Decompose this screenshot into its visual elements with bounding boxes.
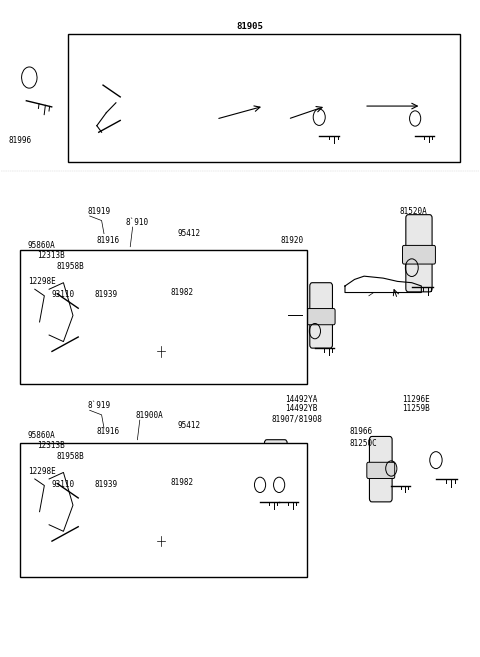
Text: 81966: 81966 <box>350 428 373 436</box>
Text: 81900A: 81900A <box>135 411 163 420</box>
Circle shape <box>174 318 182 328</box>
Text: 81982: 81982 <box>171 478 194 487</box>
FancyBboxPatch shape <box>264 440 287 505</box>
FancyBboxPatch shape <box>403 246 435 264</box>
FancyBboxPatch shape <box>406 215 432 292</box>
Circle shape <box>88 318 96 328</box>
FancyBboxPatch shape <box>407 96 436 112</box>
Text: 11296E: 11296E <box>402 395 430 404</box>
FancyBboxPatch shape <box>310 95 342 113</box>
FancyBboxPatch shape <box>262 466 290 482</box>
Text: 12313B: 12313B <box>37 441 65 449</box>
Text: 81958B: 81958B <box>56 451 84 461</box>
Circle shape <box>174 508 182 518</box>
Text: 93110: 93110 <box>51 480 74 489</box>
FancyBboxPatch shape <box>307 309 335 325</box>
FancyBboxPatch shape <box>313 66 338 139</box>
Text: 81996: 81996 <box>9 135 32 145</box>
Text: 12313B: 12313B <box>37 251 65 260</box>
FancyBboxPatch shape <box>76 309 108 337</box>
Text: 93110: 93110 <box>51 290 74 299</box>
Text: 81905: 81905 <box>236 22 263 31</box>
FancyBboxPatch shape <box>102 294 149 336</box>
Text: 81916: 81916 <box>97 428 120 436</box>
FancyBboxPatch shape <box>139 85 179 121</box>
FancyBboxPatch shape <box>252 72 276 141</box>
Text: 95860A: 95860A <box>28 241 55 250</box>
FancyBboxPatch shape <box>116 55 202 150</box>
FancyBboxPatch shape <box>409 68 433 137</box>
Text: 81982: 81982 <box>171 288 194 297</box>
FancyBboxPatch shape <box>370 436 392 502</box>
Text: 81250C: 81250C <box>350 439 377 447</box>
Text: 81958B: 81958B <box>56 262 84 271</box>
FancyBboxPatch shape <box>76 499 108 527</box>
FancyBboxPatch shape <box>161 497 195 530</box>
Text: 81939: 81939 <box>95 290 118 299</box>
Circle shape <box>88 508 96 518</box>
Bar <box>21 250 307 384</box>
FancyBboxPatch shape <box>367 463 395 478</box>
Bar <box>21 443 307 577</box>
Text: 81907/81908: 81907/81908 <box>271 415 322 423</box>
FancyBboxPatch shape <box>310 283 333 348</box>
Text: 81916: 81916 <box>97 237 120 246</box>
Text: 95412: 95412 <box>178 421 201 430</box>
Text: 81939: 81939 <box>95 480 118 489</box>
Text: 81520A: 81520A <box>400 207 428 216</box>
Text: 8`910: 8`910 <box>125 218 149 227</box>
Text: 11259B: 11259B <box>402 404 430 413</box>
Text: 95412: 95412 <box>178 229 201 238</box>
FancyBboxPatch shape <box>102 484 149 526</box>
Text: 14492YA: 14492YA <box>285 395 318 404</box>
FancyBboxPatch shape <box>161 307 195 340</box>
FancyBboxPatch shape <box>73 258 178 373</box>
Text: 8`919: 8`919 <box>87 401 110 410</box>
Text: 12298E: 12298E <box>28 277 55 286</box>
Text: 12298E: 12298E <box>28 466 55 476</box>
Text: 95860A: 95860A <box>28 431 55 440</box>
FancyBboxPatch shape <box>249 99 279 116</box>
Text: 81920: 81920 <box>281 236 304 245</box>
Text: 14492YB: 14492YB <box>285 404 318 413</box>
FancyBboxPatch shape <box>73 448 178 562</box>
Text: 81919: 81919 <box>87 207 110 216</box>
Bar <box>68 34 459 162</box>
